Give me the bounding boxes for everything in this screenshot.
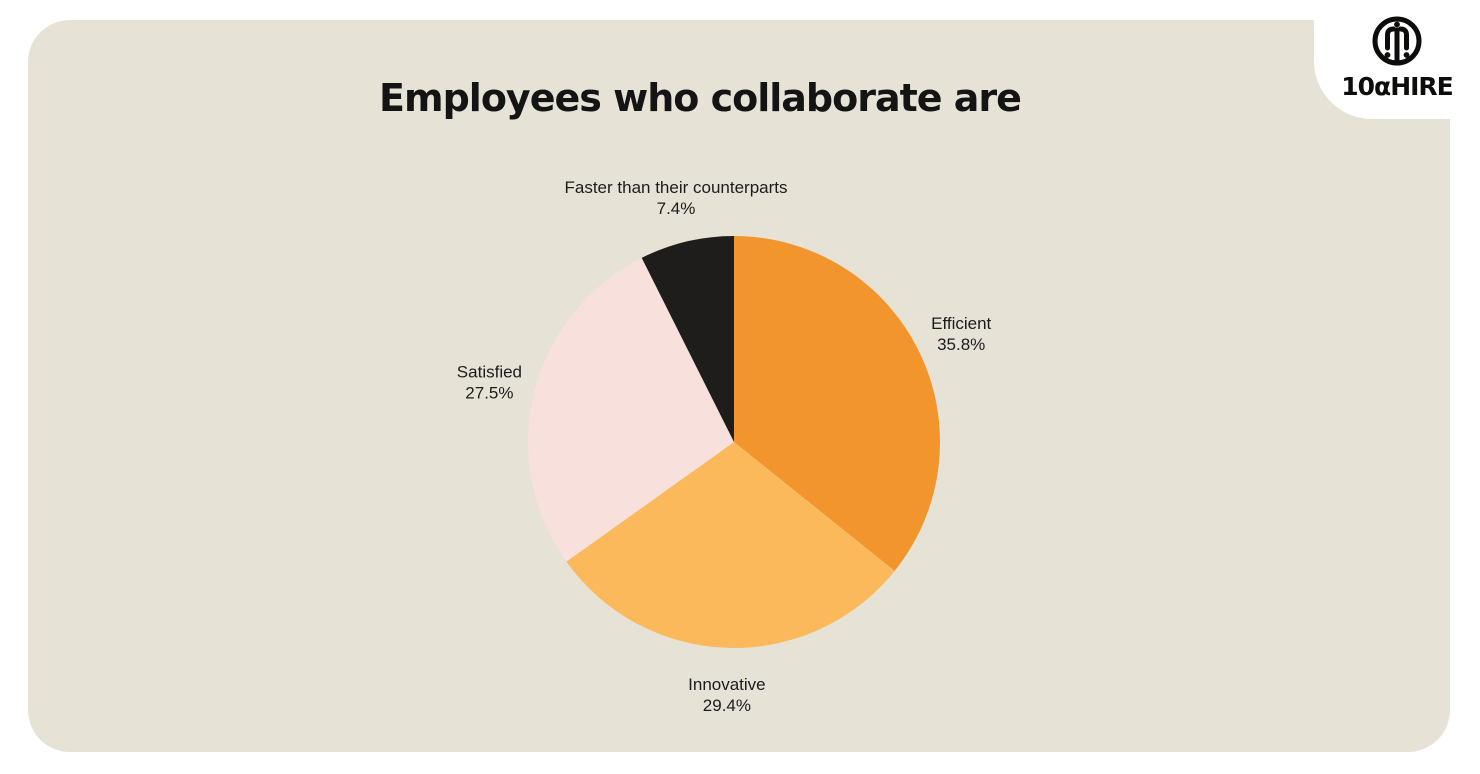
pie-slice-faster-than-their-counterparts (641, 236, 734, 442)
pie-slice-innovative (566, 442, 895, 648)
pie-label-innovative: Innovative 29.4% (688, 675, 766, 715)
logo-container: 10αHIRE (1314, 0, 1480, 119)
chart-title: Employees who collaborate are (379, 76, 1022, 120)
pie-slice-efficient (734, 236, 940, 571)
pie-label-efficient: Efficient 35.8% (931, 314, 991, 354)
logo-text: 10αHIRE (1341, 72, 1454, 101)
pie-slice-satisfied (527, 257, 734, 562)
pie-label-faster-than-their-counterparts: Faster than their counterparts 7.4% (564, 178, 787, 218)
pie-label-satisfied: Satisfied 27.5% (457, 362, 522, 402)
10xhire-logo-icon (1372, 16, 1422, 66)
